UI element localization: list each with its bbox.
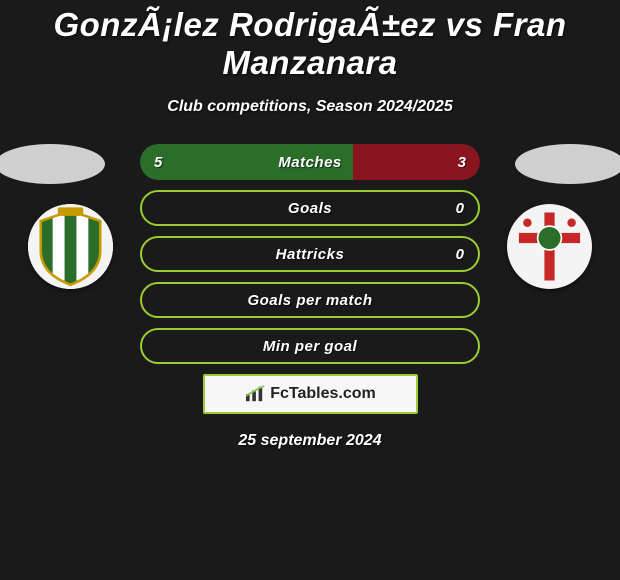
- crest-left-icon: [28, 204, 113, 289]
- stat-right-value: 3: [458, 154, 466, 171]
- footer-date: 25 september 2024: [0, 432, 620, 450]
- stat-row: Min per goal: [140, 328, 480, 364]
- brand-box: FcTables.com: [203, 374, 418, 414]
- stat-row: Goals 0: [140, 190, 480, 226]
- left-player-ellipse: [0, 144, 105, 184]
- stat-row: Goals per match: [140, 282, 480, 318]
- brand-chart-icon: [244, 385, 266, 403]
- stat-left-value: 5: [154, 154, 162, 171]
- stat-bars: 5 Matches 3 Goals 0 Hattricks 0 Goals per match…: [140, 144, 480, 364]
- crest-right-icon: [507, 204, 592, 289]
- stat-row: Hattricks 0: [140, 236, 480, 272]
- right-player-ellipse: [515, 144, 620, 184]
- page-subtitle: Club competitions, Season 2024/2025: [0, 98, 620, 116]
- right-club-crest: [507, 204, 592, 289]
- left-club-crest: [28, 204, 113, 289]
- stat-right-value: 0: [456, 246, 464, 263]
- brand-text: FcTables.com: [270, 385, 376, 403]
- stat-right-value: 0: [456, 200, 464, 217]
- stat-label: Matches: [278, 154, 342, 171]
- page-title: GonzÃ¡lez RodrigaÃ±ez vs Fran Manzanara: [0, 0, 620, 82]
- stat-label: Goals per match: [247, 292, 372, 309]
- stat-label: Hattricks: [276, 246, 345, 263]
- stat-row: 5 Matches 3: [140, 144, 480, 180]
- comparison-area: 5 Matches 3 Goals 0 Hattricks 0 Goals per match…: [0, 144, 620, 450]
- stat-label: Goals: [288, 200, 332, 217]
- stat-label: Min per goal: [263, 338, 357, 355]
